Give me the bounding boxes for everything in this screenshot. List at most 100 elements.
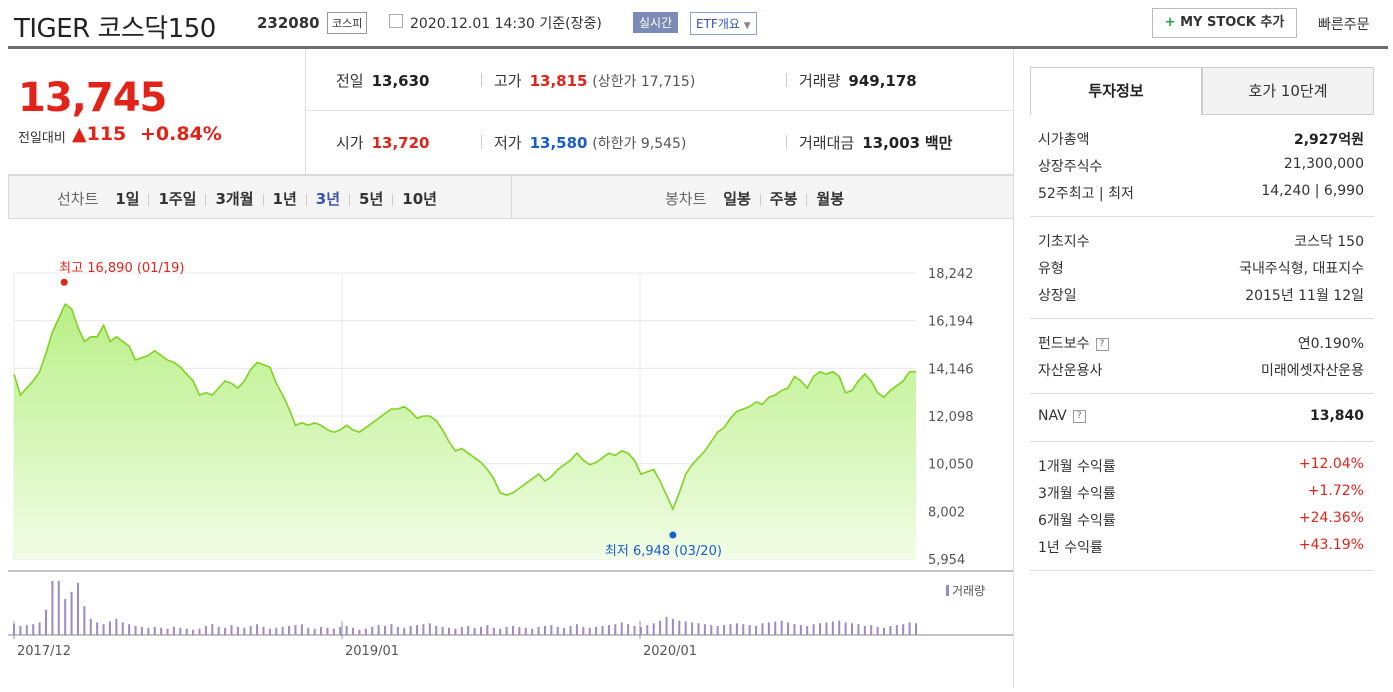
volume-bar — [25, 625, 28, 635]
tab-investment-info[interactable]: 투자정보 — [1030, 67, 1202, 115]
volume-bar — [652, 623, 655, 635]
volume-bar — [409, 626, 412, 635]
volume-bar — [307, 627, 310, 635]
volume-bar — [345, 626, 348, 635]
volume-bar — [38, 622, 41, 635]
volume-bar — [851, 623, 854, 635]
volume-bar — [863, 626, 866, 635]
volume-bar — [70, 591, 73, 635]
volume-bar — [915, 623, 917, 635]
info-section: 1개월 수익률 +12.04% 3개월 수익률 +1.72% 6개월 수익률 +24.36… — [1030, 442, 1374, 571]
period-option[interactable]: 1년 — [272, 190, 297, 208]
volume-bar — [384, 626, 387, 635]
volume-bar — [716, 626, 719, 635]
info-label: NAV? — [1038, 408, 1086, 424]
x-tick-label: 2017/12 — [17, 644, 71, 659]
volume-bar — [569, 626, 572, 635]
period-option[interactable]: 3년 — [315, 190, 341, 208]
volume-bar — [217, 626, 220, 635]
info-row: 52주최고 | 최저 14,240 | 6,990 — [1038, 179, 1366, 206]
volume-bar — [422, 624, 425, 635]
price-stats: 전일 13,630 고가 13,815 (상한가 17,715) 거래량 949,17… — [306, 49, 1014, 175]
info-row: 시가총액 2,927억원 — [1038, 125, 1366, 152]
volume-bar — [857, 624, 860, 635]
volume-bar — [147, 627, 150, 635]
volume-bar — [556, 626, 559, 635]
realtime-button[interactable]: 실시간 — [633, 12, 679, 33]
volume-bar — [377, 625, 380, 635]
tab-orderbook-10[interactable]: 호가 10단계 — [1202, 67, 1374, 115]
volume-bar — [128, 624, 131, 635]
volume-bar — [403, 627, 406, 635]
volume-bar — [588, 627, 591, 635]
volume-bar — [774, 621, 777, 635]
volume-bar — [831, 621, 834, 635]
volume-bar — [812, 624, 815, 635]
volume-bar — [902, 624, 905, 635]
volume-bar — [844, 622, 847, 635]
volume-bar — [799, 625, 802, 635]
volume-bar — [825, 622, 828, 635]
period-option[interactable]: 1주일 — [158, 190, 197, 208]
candle-option[interactable]: 월봉 — [816, 190, 845, 208]
price-change: ▲115 — [72, 123, 127, 145]
volume-bar — [748, 625, 751, 635]
volume-bar — [627, 624, 630, 635]
help-icon[interactable]: ? — [1095, 337, 1109, 351]
etf-overview-dropdown[interactable]: ETF개요 ▼ — [690, 12, 757, 35]
period-option[interactable]: 10년 — [402, 190, 437, 208]
info-row: 상장주식수 21,300,000 — [1038, 152, 1366, 179]
volume-bar — [19, 626, 22, 635]
volume-bar — [211, 624, 214, 635]
investment-info-panel: 투자정보 호가 10단계 시가총액 2,927억원 상장주식수 21,300,000 5… — [1030, 67, 1374, 571]
volume-bar — [467, 626, 470, 635]
volume-bar — [281, 626, 284, 635]
stats-row: 시가 13,720 저가 13,580 (하한가 9,545) 거래대금 13,003… — [306, 111, 1014, 173]
volume-bar — [876, 626, 879, 635]
help-icon[interactable]: ? — [1072, 409, 1086, 423]
volume-bar — [665, 617, 668, 635]
volume-bar — [518, 626, 521, 635]
quick-order-link[interactable]: 빠른주문 — [1318, 17, 1370, 33]
volume-bar — [140, 626, 143, 635]
period-option[interactable]: 1일 — [115, 190, 140, 208]
volume-bar — [288, 626, 291, 635]
price-line — [13, 302, 916, 512]
info-label: 1년 수익률 — [1038, 540, 1103, 556]
volume-bar — [767, 622, 770, 635]
current-price: 13,745 — [18, 75, 167, 121]
info-section: 시가총액 2,927억원 상장주식수 21,300,000 52주최고 | 최저 14,2… — [1030, 115, 1374, 217]
line-chart-label: 선차트 — [57, 190, 99, 208]
info-label: 1개월 수익률 — [1038, 459, 1116, 475]
high-price: 고가 13,815 (상한가 17,715) — [494, 72, 696, 90]
volume-bar — [352, 627, 355, 635]
volume-bar — [838, 620, 841, 635]
volume-bar — [460, 626, 463, 635]
chart-controls: 선차트 1일 1주일 3개월 1년 3년 5년 10년 봉차트 일봉 주봉 월봉 — [8, 175, 1014, 219]
volume-bar — [524, 627, 527, 635]
volume-bar — [57, 581, 60, 635]
volume-bar — [13, 624, 15, 635]
period-selector: 선차트 1일 1주일 3개월 1년 3년 5년 10년 — [57, 188, 437, 209]
add-mystock-button[interactable]: + MY STOCK 추가 — [1152, 8, 1297, 38]
volume-bar — [601, 626, 604, 635]
volume-bar — [44, 609, 47, 635]
info-label: 시가총액 — [1038, 132, 1090, 148]
period-option[interactable]: 5년 — [359, 190, 384, 208]
info-label: 6개월 수익률 — [1038, 513, 1116, 529]
info-row: 기초지수 코스닥 150 — [1038, 227, 1366, 254]
volume-bar — [179, 627, 182, 635]
volume-bar — [416, 625, 419, 635]
volume-bar — [697, 623, 700, 635]
volume-bar — [243, 627, 246, 635]
period-option[interactable]: 3개월 — [215, 190, 254, 208]
volume-bar — [390, 624, 393, 635]
calendar-icon — [389, 14, 403, 28]
candle-option[interactable]: 주봉 — [769, 190, 798, 208]
volume-bar — [108, 621, 111, 635]
volume-bar — [236, 626, 239, 635]
volume-bar — [537, 626, 540, 635]
volume-bar — [332, 628, 335, 635]
candle-option[interactable]: 일봉 — [723, 190, 751, 208]
volume-bar — [620, 622, 623, 635]
